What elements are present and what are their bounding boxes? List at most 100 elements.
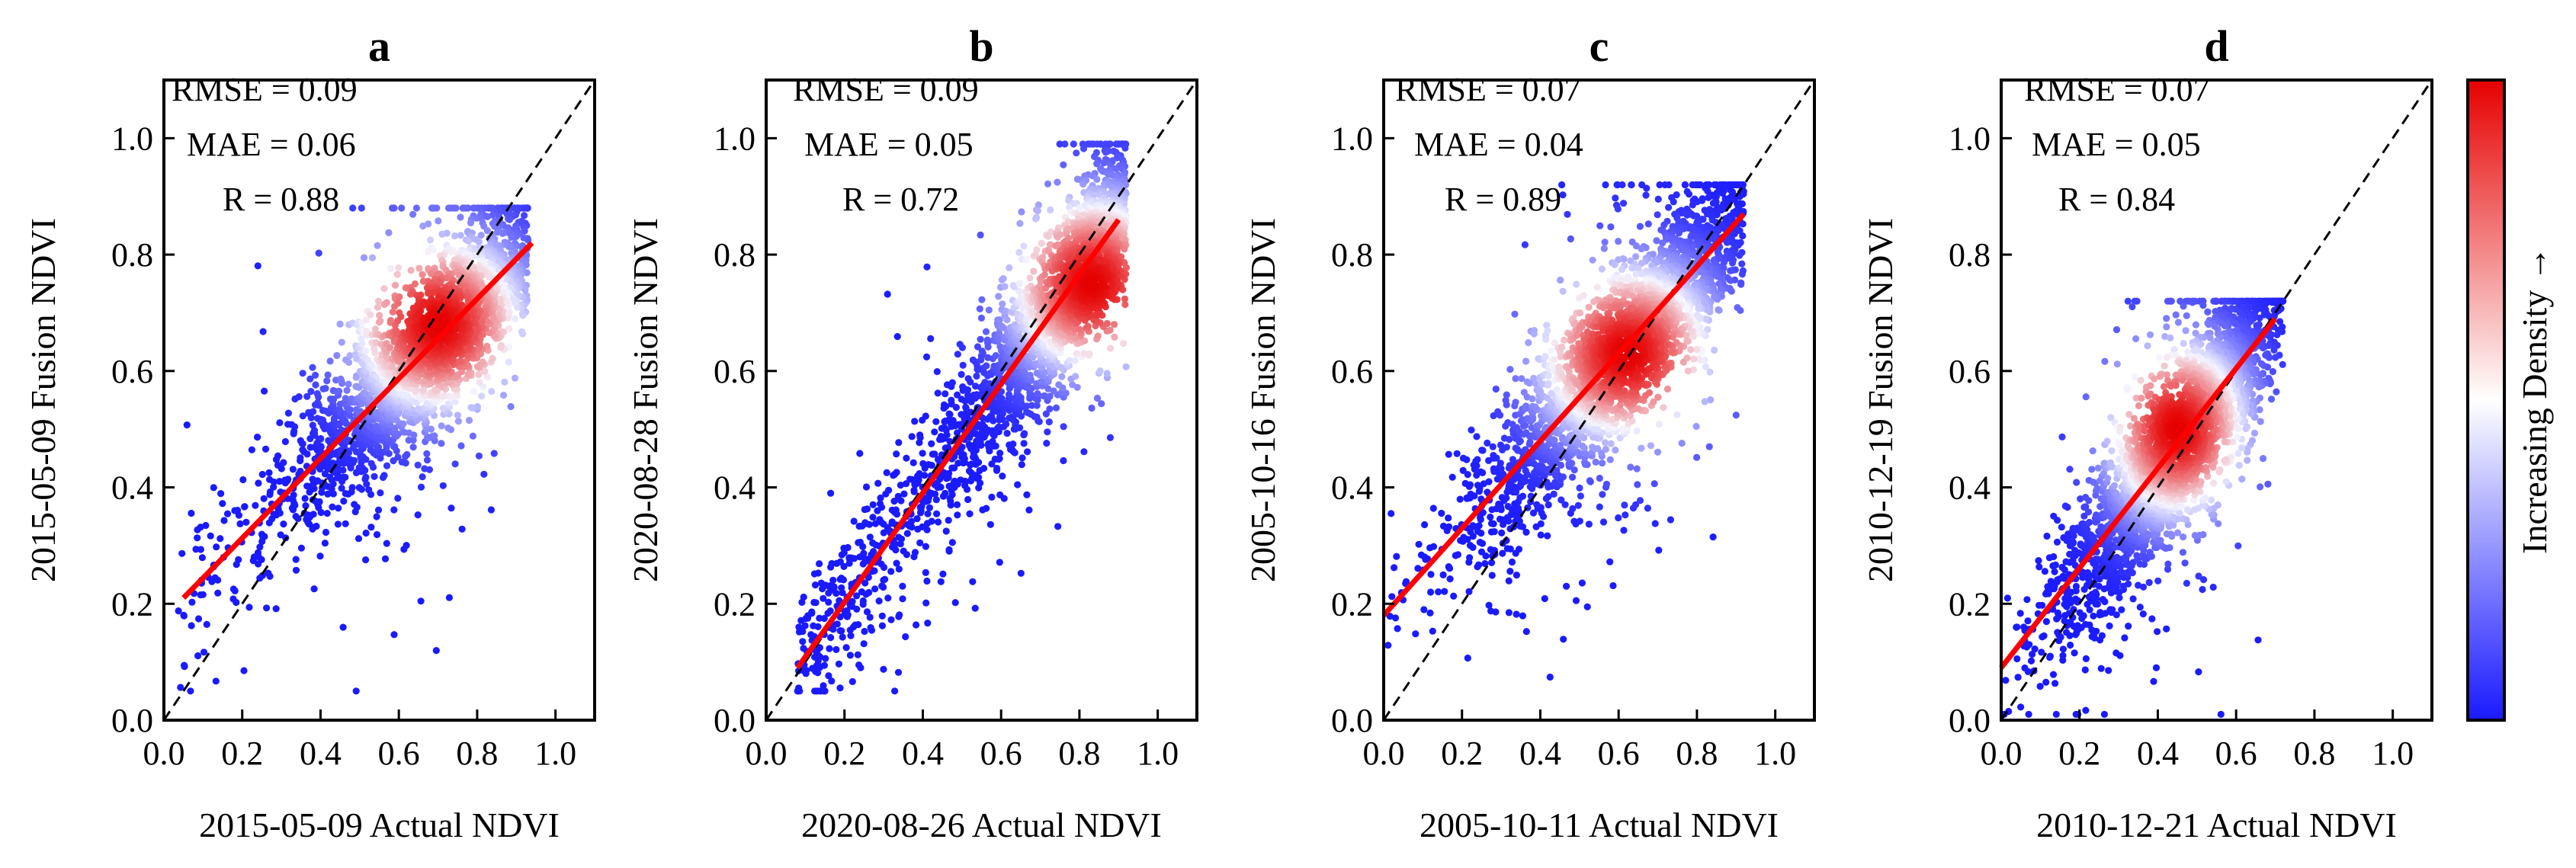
scatter-point [871, 567, 878, 575]
scatter-point [1003, 316, 1011, 324]
scatter-point [899, 595, 906, 603]
scatter-point [996, 316, 1003, 324]
scatter-point [971, 604, 979, 612]
scatter-point [1032, 215, 1040, 223]
scatter-point [394, 495, 402, 502]
scatter-point [922, 569, 929, 577]
scatter-point [945, 546, 953, 554]
scatter-point [374, 303, 382, 311]
scatter-point [427, 270, 435, 277]
scatter-point [291, 423, 299, 431]
scatter-point [505, 325, 513, 332]
scatter-point [923, 263, 931, 271]
scatter-point [958, 344, 966, 351]
scatter-point [922, 412, 929, 420]
scatter-point [1073, 149, 1080, 157]
scatter-point [1006, 264, 1013, 271]
scatter-point [426, 236, 435, 244]
x-tick-label: 0.0 [143, 735, 185, 772]
scatter-point [432, 647, 440, 655]
scatter-point [397, 313, 405, 321]
scatter-point [394, 299, 403, 307]
scatter-point [1120, 340, 1128, 348]
scatter-point [821, 687, 829, 695]
scatter-point [801, 622, 809, 629]
scatter-point [219, 500, 226, 508]
scatter-point [188, 622, 195, 629]
scatter-point [483, 373, 491, 381]
scatter-point [1034, 389, 1041, 398]
scatter-point [1060, 456, 1067, 465]
scatter-point [358, 340, 366, 348]
scatter-point [403, 450, 411, 459]
scatter-point [178, 549, 186, 557]
scatter-point [951, 599, 959, 607]
scatter-point [951, 477, 958, 485]
scatter-point [820, 614, 828, 623]
scatter-point [297, 544, 305, 552]
scatter-point [188, 598, 196, 606]
scatter-point [521, 212, 528, 219]
scatter-point [863, 505, 871, 513]
scatter-point [902, 633, 909, 641]
scatter-point [996, 559, 1003, 566]
scatter-point [988, 493, 996, 501]
scatter-point [194, 652, 202, 660]
scatter-point [454, 412, 462, 419]
scatter-point [323, 377, 331, 385]
scatter-point [953, 501, 961, 508]
scatter-point [177, 684, 184, 691]
scatter-point [892, 546, 900, 554]
scatter-point [435, 217, 442, 225]
scatter-point [448, 504, 455, 512]
scatter-point [299, 370, 306, 377]
scatter-point [884, 524, 891, 531]
scatter-point [302, 502, 310, 510]
scatter-point [795, 623, 803, 631]
scatter-point [846, 652, 854, 659]
scatter-point [213, 543, 220, 551]
scatter-point [825, 598, 832, 606]
scatter-point [1121, 144, 1129, 152]
scatter-point [499, 289, 508, 296]
scatter-point [368, 254, 377, 261]
scatter-point [1024, 448, 1031, 456]
scatter-point [483, 227, 492, 235]
scatter-point [1080, 448, 1088, 456]
scatter-point [365, 486, 373, 494]
scatter-point [210, 484, 217, 492]
scatter-point [798, 598, 806, 607]
scatter-point [454, 418, 463, 425]
scatter-point [974, 343, 982, 351]
scatter-point [942, 489, 949, 498]
scatter-point [383, 462, 391, 469]
scatter-point [212, 677, 220, 685]
scatter-point [509, 294, 517, 302]
scatter-point [380, 472, 388, 479]
scatter-point [985, 306, 993, 314]
scatter-point [1034, 207, 1041, 215]
scatter-point [343, 386, 351, 394]
scatter-point [511, 374, 519, 382]
scatter-point [1041, 392, 1048, 399]
scatter-point [349, 204, 357, 212]
scatter-point [200, 649, 208, 656]
scatter-point [1038, 239, 1045, 247]
scatter-point [1030, 267, 1038, 275]
scatter-point [825, 672, 832, 680]
scatter-point [945, 517, 952, 524]
scatter-point [897, 482, 904, 489]
scatter-point [838, 627, 845, 635]
scatter-point [836, 558, 844, 565]
scatter-point [387, 264, 395, 272]
scatter-point [431, 432, 438, 440]
scatter-point [850, 517, 858, 525]
scatter-point [945, 469, 953, 478]
scatter-point [444, 204, 453, 212]
scatter-point [1088, 404, 1096, 412]
scatter-point [865, 520, 873, 528]
scatter-point [1026, 274, 1034, 282]
scatter-point [1098, 400, 1105, 408]
scatter-point [860, 640, 868, 648]
scatter-point [351, 351, 359, 358]
